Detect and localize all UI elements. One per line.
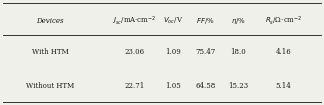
- Text: Without HTM: Without HTM: [26, 82, 74, 90]
- Text: 15.23: 15.23: [228, 82, 248, 90]
- Text: $\eta$/%: $\eta$/%: [231, 16, 246, 26]
- Text: 18.0: 18.0: [230, 49, 246, 56]
- Text: 23.06: 23.06: [124, 49, 145, 56]
- Text: 22.71: 22.71: [124, 82, 145, 90]
- Text: $R_{s}$/Ω·cm$^{-2}$: $R_{s}$/Ω·cm$^{-2}$: [265, 15, 302, 27]
- Text: 4.16: 4.16: [276, 49, 291, 56]
- Text: 5.14: 5.14: [276, 82, 291, 90]
- Text: 1.09: 1.09: [166, 49, 181, 56]
- Text: $V_{oc}$/V: $V_{oc}$/V: [163, 16, 183, 26]
- Text: 75.47: 75.47: [196, 49, 216, 56]
- Text: Devices: Devices: [36, 17, 64, 25]
- Text: 64.58: 64.58: [196, 82, 216, 90]
- Text: $J_{sc}$/mA·cm$^{-2}$: $J_{sc}$/mA·cm$^{-2}$: [112, 15, 156, 27]
- Text: 1.05: 1.05: [166, 82, 181, 90]
- Text: $FF$/%: $FF$/%: [196, 16, 215, 26]
- Text: With HTM: With HTM: [32, 49, 69, 56]
